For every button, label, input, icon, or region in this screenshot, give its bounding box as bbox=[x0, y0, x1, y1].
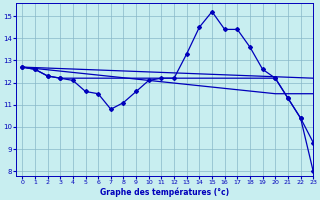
X-axis label: Graphe des températures (°c): Graphe des températures (°c) bbox=[100, 188, 229, 197]
